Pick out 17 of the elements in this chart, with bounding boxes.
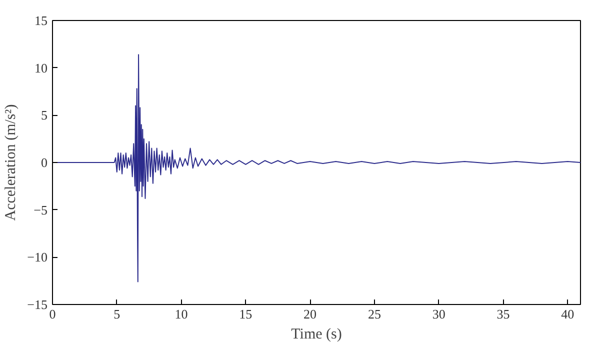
x-tick-label: 35 xyxy=(496,306,510,322)
y-tick-label: 5 xyxy=(41,108,48,123)
x-tick-label: 40 xyxy=(561,306,574,322)
y-tick-label: 0 xyxy=(41,155,48,170)
x-axis-title: Time (s) xyxy=(291,326,342,342)
x-tick-label: 5 xyxy=(114,306,120,322)
y-axis-title: Acceleration (m/s²) xyxy=(3,104,20,221)
y-tick-label: 15 xyxy=(34,13,48,28)
x-tick-label: 15 xyxy=(239,306,252,322)
x-tick-label: 30 xyxy=(432,306,446,322)
x-tick-label: 10 xyxy=(174,306,188,322)
y-tick-label: −10 xyxy=(27,250,48,265)
x-tick-label: 20 xyxy=(304,306,317,322)
y-tick-label: −5 xyxy=(34,202,48,218)
x-tick-label: 25 xyxy=(368,306,381,322)
y-tick-label: 10 xyxy=(34,60,48,76)
y-tick-label: −15 xyxy=(27,297,48,312)
